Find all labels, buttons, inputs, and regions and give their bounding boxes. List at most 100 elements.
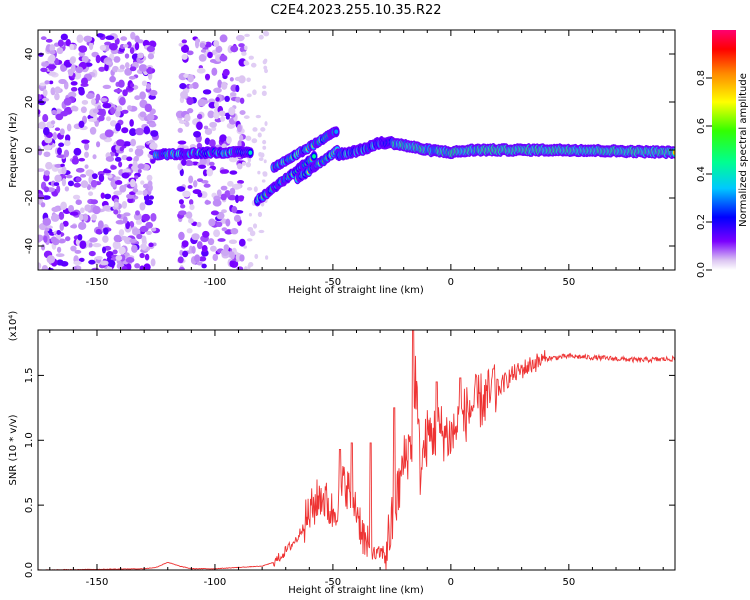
heatmap-cell (201, 180, 209, 184)
heatmap-cell (131, 228, 141, 236)
heatmap-cell (122, 141, 132, 147)
heatmap-cell (245, 161, 252, 168)
heatmap-cell (180, 204, 186, 209)
heatmap-cell (48, 54, 56, 63)
heatmap-cell (60, 33, 68, 41)
heatmap-cell (262, 145, 267, 150)
heatmap-cell (102, 205, 111, 211)
heatmap-cell (112, 240, 121, 250)
heatmap-cell (51, 109, 57, 115)
heatmap-cell (50, 87, 56, 96)
heatmap-cell (96, 141, 101, 148)
heatmap-cell (187, 185, 193, 189)
heatmap-cell (60, 163, 65, 168)
heatmap-cell (61, 166, 67, 175)
heatmap-cell (255, 114, 261, 119)
heatmap-cell (202, 169, 208, 177)
heatmap-cell (207, 110, 215, 119)
heatmap-cell (98, 66, 106, 72)
heatmap-cell (196, 178, 204, 183)
heatmap-cell (221, 209, 227, 214)
heatmap-cell (235, 84, 240, 93)
heatmap-cell (44, 80, 50, 85)
heatmap-cell (196, 241, 203, 250)
heatmap-cell (230, 227, 239, 235)
heatmap-cell (43, 186, 50, 193)
heatmap-cell (75, 167, 85, 173)
snr-ylabel: SNR (10 * v/v) (8, 414, 19, 485)
heatmap-cell (46, 255, 56, 264)
heatmap-cell (65, 174, 73, 179)
heatmap-cell (196, 121, 203, 130)
heatmap-cell (247, 227, 254, 233)
heatmap-cell (38, 234, 42, 243)
heatmap-cell (64, 61, 72, 68)
heatmap-cell (70, 224, 78, 229)
heatmap-cell (186, 228, 193, 234)
spectrogram-panel: -150 -100 -50 0 50 -40 -20 0 20 40 Height of stra… (8, 29, 676, 296)
heatmap-cell (254, 253, 259, 260)
heatmap-cell (114, 156, 122, 162)
heatmap-cell (132, 160, 138, 170)
heatmap-cell (230, 45, 239, 53)
heatmap-cell (135, 219, 143, 225)
heatmap-cell (219, 134, 227, 143)
heatmap-cell (229, 187, 236, 196)
heatmap-cell (198, 256, 207, 262)
heatmap-cell (186, 97, 194, 106)
colorbar-tick-label: 0.6 (696, 118, 707, 134)
heatmap-cell (43, 170, 51, 176)
snr-frame (37, 329, 676, 571)
x-tick-label: -50 (325, 277, 341, 288)
heatmap-cell (129, 238, 138, 243)
heatmap-cell (121, 109, 129, 114)
heatmap-cell (139, 252, 145, 259)
heatmap-cell (121, 127, 129, 134)
heatmap-cell (148, 242, 154, 248)
heatmap-cell (194, 39, 200, 49)
heatmap-cell (264, 68, 269, 74)
heatmap-cell (50, 120, 56, 125)
heatmap-cell (220, 115, 226, 122)
heatmap-cell (196, 261, 203, 266)
heatmap-cell (119, 64, 125, 70)
heatmap-cell (134, 95, 141, 101)
heatmap-cell (88, 41, 94, 51)
heatmap-cell (177, 127, 183, 133)
heatmap-cell (67, 91, 77, 98)
heatmap-cell (61, 178, 67, 187)
heatmap-cell (136, 233, 143, 240)
heatmap-cell (150, 130, 159, 137)
heatmap-cell (105, 116, 112, 122)
heatmap-cell (70, 81, 78, 86)
heatmap-cell (217, 238, 226, 242)
heatmap-cell (188, 199, 194, 206)
colorbar-tick-label: 0.2 (696, 214, 707, 230)
heatmap-cell (221, 227, 228, 232)
heatmap-cell (64, 134, 71, 142)
y-tick-label: -40 (24, 238, 35, 254)
heatmap-cell (57, 147, 62, 155)
heatmap-cell (144, 103, 153, 113)
heatmap-cell (47, 71, 57, 76)
heatmap-cell (263, 58, 268, 63)
heatmap-cell (188, 84, 194, 89)
heatmap-cell (129, 128, 137, 136)
heatmap-cell (134, 175, 139, 180)
heatmap-cell (126, 87, 135, 91)
heatmap-cell (146, 113, 155, 121)
heatmap-cell (64, 140, 71, 147)
heatmap-cell (180, 90, 188, 99)
y-tick-label: 1.0 (24, 432, 35, 448)
heatmap-cell (191, 245, 196, 254)
heatmap-cell (137, 52, 144, 59)
heatmap-cell (231, 183, 241, 190)
heatmap-cell (127, 197, 134, 204)
heatmap-cell (57, 39, 64, 47)
heatmap-cell (40, 67, 48, 73)
heatmap-cell (65, 39, 71, 47)
heatmap-cell (334, 129, 339, 134)
heatmap-cell (118, 229, 125, 237)
heatmap-cell (197, 98, 207, 107)
heatmap-cell (146, 83, 151, 90)
